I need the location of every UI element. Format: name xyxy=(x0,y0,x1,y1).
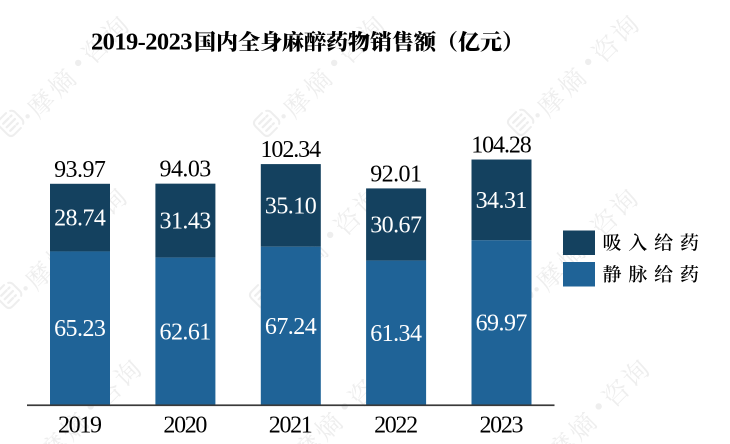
svg-text:2019-2023: 2019-2023 xyxy=(91,29,193,56)
svg-text:31.43: 31.43 xyxy=(160,209,212,235)
svg-text:69.97: 69.97 xyxy=(476,311,528,337)
svg-text:94.03: 94.03 xyxy=(160,157,212,183)
svg-text:102.34: 102.34 xyxy=(261,137,322,163)
svg-text:2021: 2021 xyxy=(269,413,313,439)
svg-text:2020: 2020 xyxy=(163,413,207,439)
svg-text:93.97: 93.97 xyxy=(54,157,106,183)
svg-text:65.23: 65.23 xyxy=(54,316,106,342)
svg-text:35.10: 35.10 xyxy=(265,193,317,219)
svg-text:2019: 2019 xyxy=(58,413,102,439)
svg-text:30.67: 30.67 xyxy=(370,213,422,239)
svg-text:28.74: 28.74 xyxy=(54,206,106,232)
svg-text:2023: 2023 xyxy=(480,413,524,439)
svg-text:92.01: 92.01 xyxy=(370,161,422,187)
svg-text:2022: 2022 xyxy=(374,413,418,439)
svg-text:62.61: 62.61 xyxy=(160,319,212,345)
svg-text:61.34: 61.34 xyxy=(370,321,422,347)
svg-text:67.24: 67.24 xyxy=(265,314,317,340)
svg-text:104.28: 104.28 xyxy=(471,133,532,159)
svg-text:34.31: 34.31 xyxy=(476,188,528,214)
